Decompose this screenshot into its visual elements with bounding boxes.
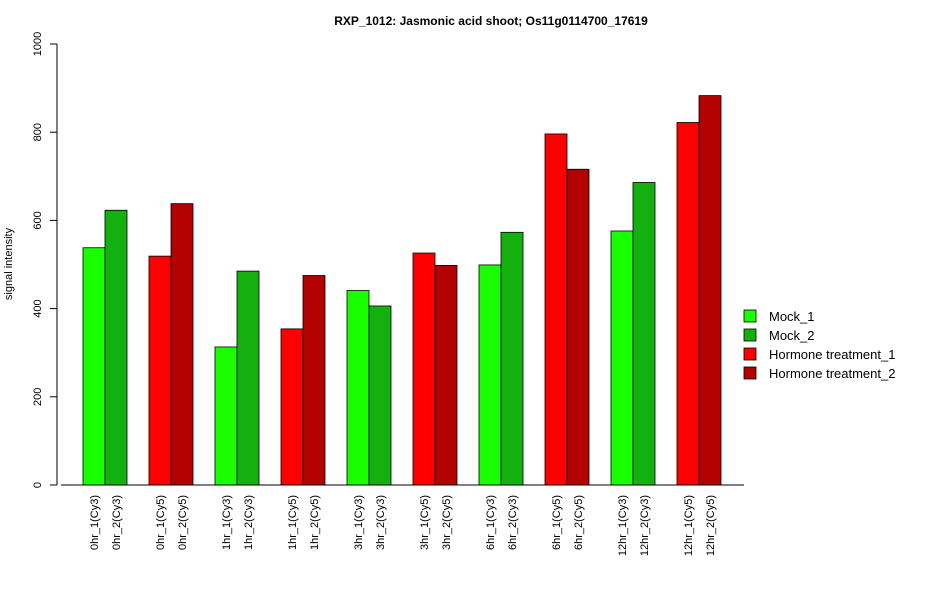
chart-title: RXP_1012: Jasmonic acid shoot; Os11g0114… — [334, 14, 648, 28]
bar — [632, 182, 656, 486]
legend-label: Mock_2 — [769, 328, 815, 343]
x-tick-label: 12hr_2(Cy3) — [639, 495, 651, 556]
legend-label: Mock_1 — [769, 309, 815, 324]
legend-label: Hormone treatment_1 — [769, 347, 895, 362]
bar — [170, 203, 194, 486]
bar — [610, 230, 634, 486]
bar — [302, 275, 326, 486]
y-tick-label: 400 — [32, 299, 44, 317]
x-tick-label: 1hr_1(Cy5) — [287, 495, 299, 550]
bars — [82, 95, 722, 486]
y-tick-label: 800 — [32, 123, 44, 141]
x-tick-label: 0hr_2(Cy3) — [111, 495, 123, 550]
x-tick-label: 1hr_2(Cy5) — [309, 495, 321, 550]
legend-swatch — [743, 328, 757, 342]
x-tick-label: 3hr_2(Cy5) — [441, 495, 453, 550]
bar — [676, 122, 700, 486]
bar — [214, 346, 238, 486]
y-axis-label: signal intensity — [3, 227, 15, 300]
y-axis: 0 200 400 600 800 1000 — [32, 32, 58, 488]
x-tick-label: 12hr_2(Cy5) — [705, 495, 717, 556]
bar — [280, 328, 304, 486]
x-tick-label: 0hr_1(Cy5) — [155, 495, 167, 550]
bar — [412, 252, 436, 486]
legend-swatch — [743, 309, 757, 323]
y-tick-label: 1000 — [32, 32, 44, 56]
x-tick-label: 3hr_1(Cy3) — [353, 495, 365, 550]
x-tick-label: 12hr_1(Cy5) — [683, 495, 695, 556]
bar — [544, 133, 568, 486]
bar — [368, 305, 392, 486]
x-tick-label: 6hr_2(Cy3) — [507, 495, 519, 550]
x-tick-label: 0hr_2(Cy5) — [177, 495, 189, 550]
x-tick-label: 1hr_2(Cy3) — [243, 495, 255, 550]
bar — [104, 209, 128, 486]
x-tick-label: 0hr_1(Cy3) — [89, 495, 101, 550]
y-tick-label: 600 — [32, 211, 44, 229]
x-tick-label: 12hr_1(Cy3) — [617, 495, 629, 556]
x-tick-label: 3hr_1(Cy5) — [419, 495, 431, 550]
y-tick-label: 200 — [32, 388, 44, 406]
bar — [82, 247, 106, 486]
bar — [434, 264, 458, 486]
bar — [236, 270, 260, 486]
bar — [478, 264, 502, 486]
x-tick-label: 6hr_1(Cy3) — [485, 495, 497, 550]
legend-swatch — [743, 347, 757, 361]
bar — [346, 290, 370, 486]
bar — [698, 95, 722, 486]
legend-swatch — [743, 366, 757, 380]
legend: Mock_1 Mock_2 Hormone treatment_1 Hormone t… — [743, 309, 895, 381]
bar — [148, 255, 172, 486]
x-tick-label: 6hr_1(Cy5) — [551, 495, 563, 550]
x-tick-label: 1hr_1(Cy3) — [221, 495, 233, 550]
x-tick-label: 6hr_2(Cy5) — [573, 495, 585, 550]
x-tick-label: 3hr_2(Cy3) — [375, 495, 387, 550]
x-tick-labels: 0hr_1(Cy3) 0hr_2(Cy3) 0hr_1(Cy5) 0hr_2(Cy5)… — [89, 495, 717, 556]
legend-label: Hormone treatment_2 — [769, 366, 895, 381]
bar — [500, 231, 524, 486]
y-tick-label: 0 — [32, 482, 44, 488]
bar — [566, 168, 590, 486]
